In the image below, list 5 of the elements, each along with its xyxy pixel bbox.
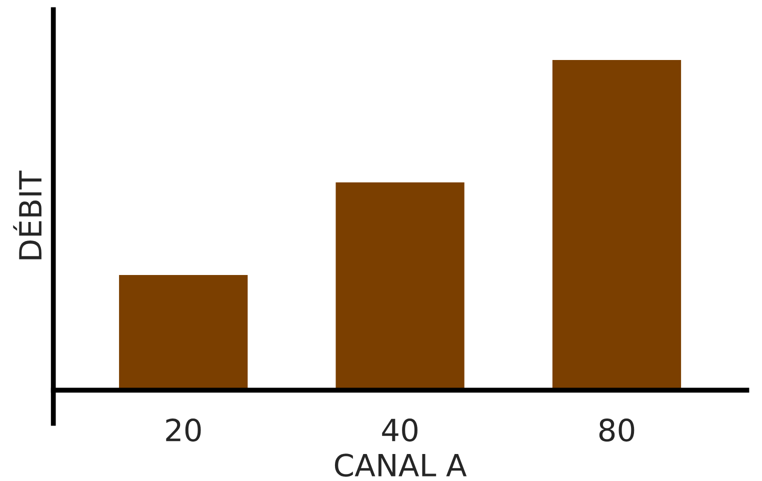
x-tick-label: 40 xyxy=(382,418,418,442)
x-tick-label: 80 xyxy=(599,418,634,442)
x-axis-title: CANAL A xyxy=(334,454,467,477)
y-axis-title: DÉBIT xyxy=(13,170,42,260)
x-tick-label: 20 xyxy=(166,418,201,442)
